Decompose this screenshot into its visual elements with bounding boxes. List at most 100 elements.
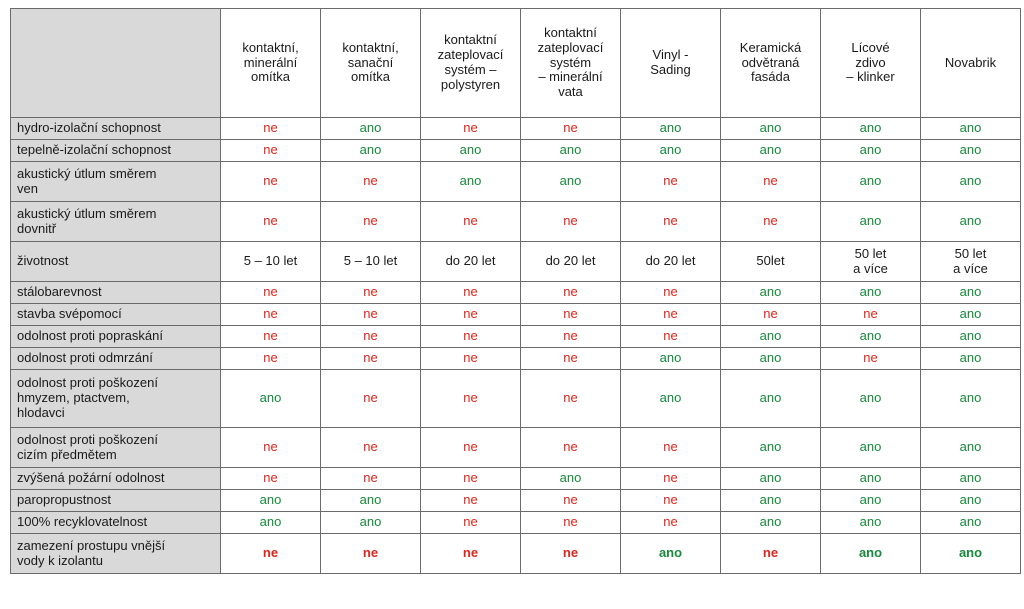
table-cell: ne (320, 325, 421, 348)
table-cell: ne (620, 303, 721, 326)
table-cell: ne (720, 303, 821, 326)
table-cell: ne (420, 511, 521, 534)
table-cell: ne (620, 281, 721, 304)
table-cell: ano (720, 369, 821, 428)
table-row: životnost 5 – 10 let 5 – 10 let do 20 let do… (10, 241, 1021, 282)
table-cell: ano (820, 511, 921, 534)
table-cell: ano (220, 511, 321, 534)
table-cell: ano (820, 467, 921, 490)
table-cell: ne (620, 325, 721, 348)
table-cell: ne (420, 117, 521, 140)
table-cell: ano (820, 325, 921, 348)
table-row: odolnost proti poškození cizím předmětem n… (10, 427, 1021, 468)
table-cell: 50 let a více (820, 241, 921, 282)
column-header: Lícové zdivo – klinker (820, 8, 921, 118)
table-cell: ano (820, 533, 921, 574)
table-cell: ne (620, 467, 721, 490)
table-cell: do 20 let (620, 241, 721, 282)
table-cell: ano (720, 347, 821, 370)
table-cell: ano (220, 369, 321, 428)
column-header: Novabrik (920, 8, 1021, 118)
table-cell: ne (320, 303, 421, 326)
table-cell: ne (620, 161, 721, 202)
column-header: kontaktní, minerální omítka (220, 8, 321, 118)
table-cell: ano (920, 303, 1021, 326)
table-cell: ano (920, 427, 1021, 468)
row-label: paropropustnost (10, 489, 221, 512)
table-row: odolnost proti popraskání ne ne ne ne ne ano an… (10, 325, 1021, 348)
table-cell: ne (820, 303, 921, 326)
table-row: akustický útlum směrem ven ne ne ano ano ne ne a… (10, 161, 1021, 202)
table-cell: ne (420, 347, 521, 370)
table-cell: ne (420, 201, 521, 242)
table-cell: ano (920, 325, 1021, 348)
table-cell: ne (220, 303, 321, 326)
table-cell: ne (220, 325, 321, 348)
table-cell: ne (420, 427, 521, 468)
corner-cell (10, 8, 221, 118)
table-cell: ne (320, 201, 421, 242)
table-cell: ano (320, 489, 421, 512)
table-cell: ano (620, 139, 721, 162)
table-cell: ano (920, 281, 1021, 304)
table-cell: ano (520, 161, 621, 202)
table-cell: ano (920, 489, 1021, 512)
table-cell: 5 – 10 let (220, 241, 321, 282)
table-cell: ano (320, 117, 421, 140)
table-cell: ne (420, 489, 521, 512)
table-cell: ne (420, 325, 521, 348)
table-cell: ano (820, 281, 921, 304)
table-cell: ne (420, 281, 521, 304)
table-cell: ne (320, 533, 421, 574)
table-row: odolnost proti odmrzání ne ne ne ne ano ano ne a… (10, 347, 1021, 370)
table-cell: ne (320, 467, 421, 490)
table-cell: ne (520, 511, 621, 534)
table-cell: ne (220, 117, 321, 140)
row-label: akustický útlum směrem dovnitř (10, 201, 221, 242)
table-cell: ne (320, 347, 421, 370)
table-cell: ano (720, 325, 821, 348)
table-cell: ano (820, 201, 921, 242)
table-cell: ano (620, 533, 721, 574)
row-label: životnost (10, 241, 221, 282)
row-label: 100% recyklovatelnost (10, 511, 221, 534)
table-cell: ne (720, 161, 821, 202)
table-cell: ne (220, 533, 321, 574)
table-cell: ano (720, 489, 821, 512)
table-row: stálobarevnost ne ne ne ne ne ano ano ano (10, 281, 1021, 304)
table-cell: ne (220, 347, 321, 370)
table-cell: ne (820, 347, 921, 370)
row-label: stavba svépomocí (10, 303, 221, 326)
table-cell: ne (520, 347, 621, 370)
comparison-table-container: kontaktní, minerální omítka kontaktní, sanač… (10, 8, 1021, 574)
table-cell: ano (920, 369, 1021, 428)
table-cell: ne (220, 467, 321, 490)
table-cell: ne (720, 201, 821, 242)
table-row: tepelně-izolační schopnost ne ano ano ano ano… (10, 139, 1021, 162)
table-cell: ne (220, 139, 321, 162)
table-cell: ne (320, 427, 421, 468)
table-row: stavba svépomocí ne ne ne ne ne ne ne ano (10, 303, 1021, 326)
table-cell: ano (920, 161, 1021, 202)
table-cell: 5 – 10 let (320, 241, 421, 282)
row-label: odolnost proti poškození hmyzem, ptactvem… (10, 369, 221, 428)
table-cell: ano (620, 347, 721, 370)
column-header: kontaktní, sanační omítka (320, 8, 421, 118)
table-cell: ano (820, 161, 921, 202)
table-cell: do 20 let (520, 241, 621, 282)
row-label: tepelně-izolační schopnost (10, 139, 221, 162)
table-cell: ne (420, 303, 521, 326)
table-cell: ano (920, 201, 1021, 242)
table-cell: ne (520, 201, 621, 242)
table-cell: ano (820, 139, 921, 162)
table-cell: ano (720, 281, 821, 304)
table-cell: ne (220, 161, 321, 202)
table-row: odolnost proti poškození hmyzem, ptactvem… (10, 369, 1021, 428)
column-header: kontaktní zateplovací systém – polystyren (420, 8, 521, 118)
row-label: odolnost proti popraskání (10, 325, 221, 348)
table-cell: ne (520, 369, 621, 428)
table-cell: ne (220, 201, 321, 242)
table-cell: ne (620, 427, 721, 468)
table-cell: ne (420, 467, 521, 490)
table-cell: ne (620, 489, 721, 512)
